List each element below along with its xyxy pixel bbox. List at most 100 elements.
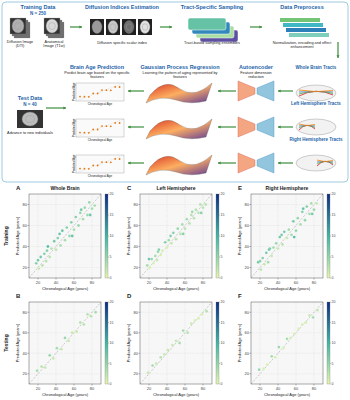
brain-image	[140, 21, 150, 34]
arrow	[70, 26, 82, 27]
thumb-diagonal	[76, 155, 124, 173]
thumb-dot	[84, 96, 86, 98]
data-point	[178, 342, 181, 345]
grid-line	[38, 194, 39, 278]
grid-line	[203, 194, 204, 278]
text-line: Diffusion specific scalar index	[97, 41, 147, 45]
data-point	[159, 254, 162, 257]
data-point	[305, 205, 308, 208]
index-map	[122, 19, 136, 35]
data-point	[41, 264, 44, 267]
arrow-head	[128, 162, 131, 165]
data-point	[259, 260, 262, 263]
tick-label: 60	[134, 330, 139, 335]
data-point	[193, 217, 196, 220]
scan-slice	[10, 18, 26, 34]
identity-line	[29, 194, 101, 278]
data-point	[82, 218, 85, 221]
thumb-dot	[114, 122, 116, 124]
colorbar-tick-label: 10	[221, 341, 225, 345]
diagram-frame	[2, 2, 348, 182]
y-axis-label: Predicted Age (years)	[15, 323, 20, 362]
arrow-head	[63, 107, 66, 110]
data-point	[301, 210, 304, 213]
y-axis-label: Predicted Age (years)	[126, 216, 131, 255]
tick-label: 20	[147, 280, 152, 285]
step-subtitle: N = 250	[30, 11, 46, 16]
step-note: Normalization, encoding and effectenhanc…	[273, 41, 332, 49]
data-point	[204, 203, 207, 206]
grid-line	[314, 194, 315, 278]
data-point	[197, 317, 200, 320]
thumb-dot	[101, 125, 103, 127]
colorbar-tick-label: 0	[332, 382, 334, 386]
figure: Training DataN = 250Diffusion Indices Es…	[0, 0, 350, 400]
thumb-diagonal	[76, 119, 124, 137]
tract-fiber	[299, 124, 315, 126]
grid-line	[92, 194, 93, 278]
data-point	[302, 207, 305, 210]
tick-label: 40	[276, 280, 281, 285]
tick-label: 80	[201, 280, 206, 285]
stage-note: Predict brain age based on the specificf…	[64, 71, 130, 79]
grid-line	[140, 204, 212, 205]
colorbar-tick-label: 0	[221, 276, 223, 280]
thumb-dot	[88, 132, 90, 134]
colorbar-tick-label: 20	[332, 300, 336, 304]
tract-title: Right Hemisphere Tracts	[289, 137, 343, 142]
colorbar-tick-label: 0	[110, 382, 112, 386]
thumb-dot	[119, 158, 121, 160]
grid-line	[29, 246, 101, 247]
colorbar-tick-label: 15	[221, 321, 225, 325]
grid-line	[140, 267, 212, 268]
arrow	[160, 26, 172, 27]
tick-label: 80	[312, 386, 317, 391]
brain-image	[22, 112, 38, 126]
data-point	[93, 204, 96, 207]
tick-label: 80	[245, 202, 250, 207]
data-point	[200, 212, 203, 215]
plot-marks	[251, 302, 323, 384]
data-point	[77, 224, 80, 227]
thumb-dot	[97, 93, 99, 95]
data-point	[304, 219, 307, 222]
preprocess-bar	[280, 18, 320, 22]
tick-label: 40	[23, 351, 28, 356]
data-point	[163, 353, 166, 356]
thumb-dot	[97, 165, 99, 167]
tract-title: Whole Brain Tracts	[296, 65, 337, 70]
data-point	[88, 201, 91, 204]
data-point	[275, 242, 278, 245]
figure-canvas: Training DataN = 250Diffusion Indices Es…	[0, 0, 350, 400]
data-point	[52, 357, 55, 360]
data-point	[58, 233, 61, 236]
data-point	[260, 268, 263, 271]
tick-label: 40	[134, 351, 139, 356]
arrow	[128, 90, 144, 91]
data-point	[167, 349, 170, 352]
data-point	[59, 244, 62, 247]
brain-detail	[94, 24, 100, 31]
tick-label: 40	[134, 244, 139, 249]
colorbar	[105, 302, 108, 384]
tick-label: 60	[72, 280, 77, 285]
data-point	[281, 243, 284, 246]
thumb-y-label: Predicted Age	[72, 82, 76, 101]
test-subtitle: N = 40	[23, 102, 37, 107]
data-point	[156, 259, 159, 262]
colorbar-tick-label: 5	[332, 362, 334, 366]
tick-label: 40	[165, 280, 170, 285]
arrow	[218, 90, 236, 91]
stage-title: Autoencoder	[239, 64, 274, 70]
data-point	[70, 221, 73, 224]
colorbar-tick-label: 20	[221, 300, 225, 304]
thumb-dot	[92, 93, 94, 95]
data-point	[48, 354, 51, 357]
data-point	[290, 234, 293, 237]
step-title: Data Preprocess	[280, 4, 323, 10]
thumb-dot	[79, 168, 81, 170]
data-point	[94, 311, 97, 314]
text-line: enhancement	[290, 45, 314, 49]
decoder	[257, 153, 274, 173]
arrow	[128, 162, 144, 163]
